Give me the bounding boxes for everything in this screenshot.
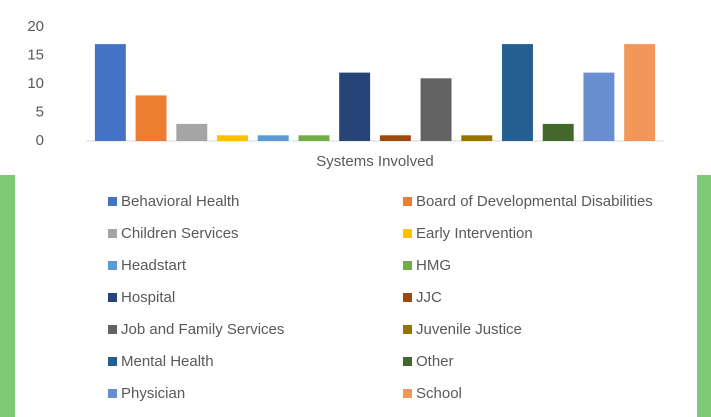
bar — [257, 135, 289, 141]
legend-label: Hospital — [121, 289, 175, 306]
legend-label: Children Services — [121, 225, 239, 242]
bar — [176, 123, 208, 141]
legend-label: Behavioral Health — [121, 193, 239, 210]
legend-swatch — [403, 389, 412, 398]
legend-label: Board of Developmental Disabilities — [416, 193, 653, 210]
bar — [379, 135, 411, 141]
y-tick-label: 10 — [27, 75, 44, 92]
legend-label: Headstart — [121, 257, 187, 274]
legend-label: Mental Health — [121, 353, 214, 370]
bar — [624, 44, 656, 141]
legend-swatch — [403, 261, 412, 270]
bar — [583, 72, 615, 141]
bar — [135, 95, 167, 141]
legend-label: Juvenile Justice — [416, 321, 522, 338]
legend-swatch — [108, 261, 117, 270]
bar — [461, 135, 493, 141]
legend-swatch — [108, 197, 117, 206]
legend-swatch — [403, 197, 412, 206]
legend-swatch — [108, 325, 117, 334]
y-tick-label: 0 — [36, 132, 44, 149]
legend-swatch — [403, 229, 412, 238]
y-tick-label: 15 — [27, 46, 44, 63]
y-tick-label: 20 — [27, 18, 44, 35]
legend-swatch — [108, 389, 117, 398]
legend-label: School — [416, 385, 462, 402]
y-tick-label: 5 — [36, 103, 44, 120]
legend-label: Physician — [121, 385, 185, 402]
legend-label: HMG — [416, 257, 451, 274]
legend-swatch — [403, 325, 412, 334]
bar — [339, 72, 371, 141]
bar — [502, 44, 533, 141]
bar — [542, 123, 574, 141]
legend-swatch — [108, 229, 117, 238]
legend-swatch — [108, 357, 117, 366]
legend-label: Job and Family Services — [121, 321, 284, 338]
side-band-right — [697, 175, 711, 417]
bar — [420, 78, 452, 141]
x-tick-label: Systems Involved — [316, 153, 434, 170]
legend-label: Other — [416, 353, 454, 370]
legend-swatch — [403, 293, 412, 302]
legend-label: JJC — [416, 289, 442, 306]
bar — [298, 135, 330, 141]
legend-swatch — [403, 357, 412, 366]
bar — [217, 135, 248, 141]
legend-swatch — [108, 293, 117, 302]
bar — [94, 44, 126, 141]
side-band-left — [0, 175, 15, 417]
legend-label: Early Intervention — [416, 225, 533, 242]
